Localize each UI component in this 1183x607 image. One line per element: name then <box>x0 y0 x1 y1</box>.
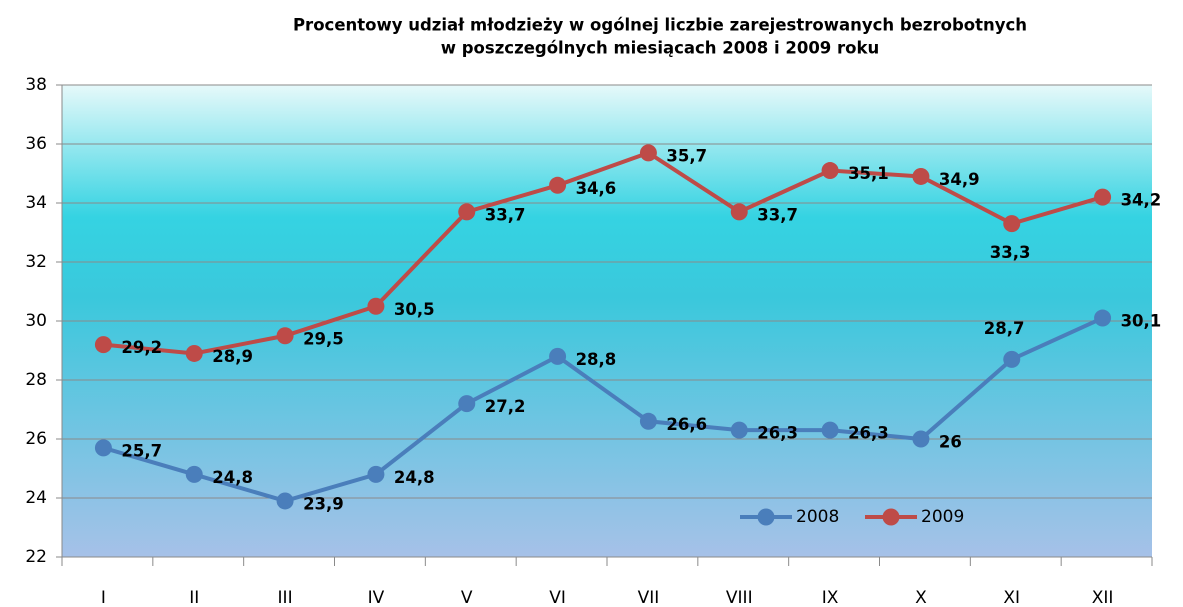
x-tick-label: XII <box>1092 588 1114 607</box>
point <box>730 421 748 439</box>
value-label: 26,6 <box>666 415 707 434</box>
y-tick-label: 32 <box>25 252 47 272</box>
value-label: 23,9 <box>303 494 344 513</box>
x-tick-label: V <box>461 588 473 607</box>
point <box>458 395 476 413</box>
value-label: 28,9 <box>212 347 253 366</box>
point <box>276 327 294 345</box>
line <box>103 150 1104 356</box>
point <box>821 162 839 180</box>
value-label: 29,2 <box>121 338 162 357</box>
y-tick-label: 28 <box>25 370 47 390</box>
value-label: 33,7 <box>485 205 526 224</box>
x-tick-label: IV <box>368 588 385 607</box>
chart-title: w poszczególnych miesiącach 2008 i 2009 … <box>441 39 879 58</box>
point <box>549 347 567 365</box>
value-label: 26,3 <box>848 424 889 443</box>
x-tick-label: IX <box>822 588 839 607</box>
legend-label: 2008 <box>796 507 839 527</box>
point <box>912 167 930 185</box>
value-label: 24,8 <box>394 468 435 487</box>
value-label: 29,5 <box>303 329 344 348</box>
y-tick-label: 24 <box>25 488 47 508</box>
value-label: 30,5 <box>394 300 435 319</box>
point <box>94 336 112 354</box>
value-label: 25,7 <box>121 441 162 460</box>
value-label: 27,2 <box>485 397 526 416</box>
value-label: 35,1 <box>848 164 889 183</box>
value-label: 34,9 <box>939 170 980 189</box>
x-tick-label: III <box>278 588 293 607</box>
value-label: 33,7 <box>757 205 798 224</box>
point <box>639 412 657 430</box>
value-label: 26,3 <box>757 424 798 443</box>
x-tick-label: I <box>101 588 106 607</box>
point <box>185 465 203 483</box>
legend-marker <box>882 508 900 526</box>
x-tick-label: X <box>915 588 927 607</box>
point <box>94 439 112 457</box>
value-label: 28,8 <box>576 350 617 369</box>
y-tick-label: 36 <box>25 134 47 154</box>
point <box>1003 350 1021 368</box>
y-tick-label: 26 <box>25 429 47 449</box>
value-label: 34,6 <box>576 179 617 198</box>
x-tick-label: XI <box>1003 588 1020 607</box>
legend-marker <box>757 508 775 526</box>
point <box>1094 188 1112 206</box>
x-tick-label: VII <box>638 588 660 607</box>
line <box>102 316 1104 504</box>
chart-title: Procentowy udział młodzieży w ogólnej li… <box>293 16 1027 35</box>
point <box>639 144 657 162</box>
point <box>1094 309 1112 327</box>
x-tick-label: VIII <box>726 588 753 607</box>
x-tick-label: VI <box>549 588 566 607</box>
point <box>549 176 567 194</box>
point <box>821 421 839 439</box>
y-tick-label: 34 <box>25 193 47 213</box>
x-tick-label: II <box>189 588 199 607</box>
value-label: 33,3 <box>990 243 1031 262</box>
point <box>1003 215 1021 233</box>
point <box>276 492 294 510</box>
y-tick-label: 38 <box>25 75 47 95</box>
point <box>912 430 930 448</box>
point <box>367 465 385 483</box>
point <box>367 297 385 315</box>
value-label: 28,7 <box>984 319 1025 338</box>
value-label: 35,7 <box>666 146 707 165</box>
y-tick-label: 22 <box>25 547 47 567</box>
y-tick-label: 30 <box>25 311 47 331</box>
point <box>730 203 748 221</box>
point <box>458 203 476 221</box>
value-label: 34,2 <box>1121 191 1162 210</box>
value-label: 30,1 <box>1121 312 1162 331</box>
point <box>185 344 203 362</box>
value-label: 26 <box>939 433 962 452</box>
legend-label: 2009 <box>921 507 964 527</box>
value-label: 24,8 <box>212 468 253 487</box>
